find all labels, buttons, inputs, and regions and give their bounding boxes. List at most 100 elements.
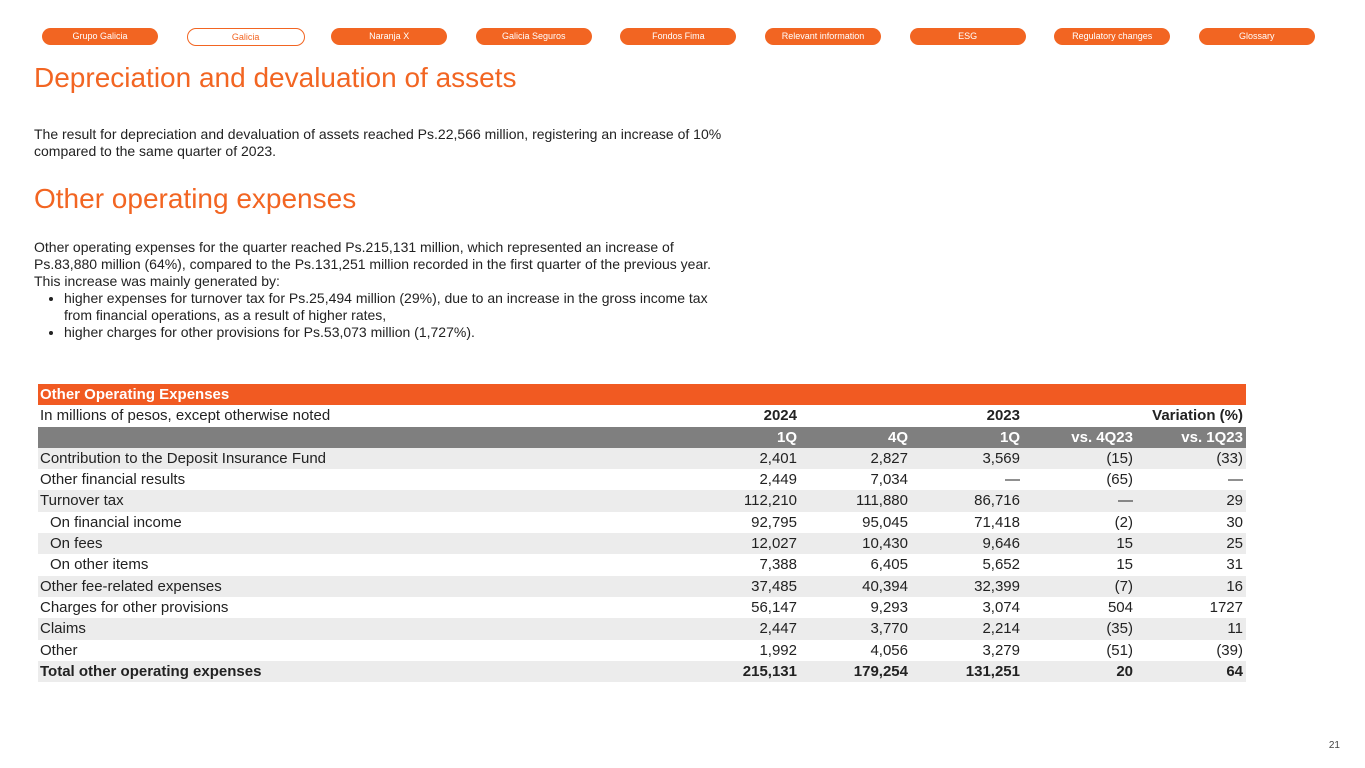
table-cell: 86,716	[974, 492, 1020, 510]
table-cell: 9,646	[982, 535, 1020, 553]
row-label: Other	[40, 641, 78, 659]
table-cell: 29	[1226, 492, 1243, 510]
table-cell: 3,074	[982, 598, 1020, 616]
nav-tab[interactable]: Relevant information	[765, 28, 881, 45]
year-header: 2024	[763, 407, 797, 425]
table-cell: 111,880	[856, 492, 908, 510]
table-subheader-row: In millions of pesos, except otherwise n…	[38, 405, 1246, 426]
table-row: Contribution to the Deposit Insurance Fu…	[38, 447, 1246, 470]
table-cell: (2)	[1114, 513, 1133, 531]
table-cell: —	[1228, 471, 1243, 489]
nav-tab[interactable]: Naranja X	[331, 28, 448, 45]
table-cell: 92,795	[751, 513, 797, 531]
table-cell: (7)	[1114, 577, 1133, 595]
table-cell: 6,405	[870, 556, 908, 574]
row-label: Other financial results	[40, 471, 186, 489]
variation-header: Variation (%)	[1152, 407, 1243, 425]
table-cell: 2,401	[759, 449, 797, 467]
column-header: vs. 1Q23	[1181, 428, 1243, 446]
table-row: Other 1,992 4,056 3,279 (51) (39)	[38, 640, 1246, 661]
table-cell: 20	[1116, 662, 1133, 680]
column-header: 1Q	[776, 428, 797, 446]
table-cell: 25	[1226, 535, 1243, 553]
table-row: On financial income 92,795 95,045 71,418 (2)…	[38, 512, 1246, 533]
table-row: Turnover tax 112,210 111,880 86,716 — 29	[38, 490, 1246, 512]
table-cell: 95,045	[862, 513, 908, 531]
table-cell: 131,251	[965, 662, 1020, 680]
table-cell: 2,447	[759, 620, 797, 638]
table-cell: 10,430	[862, 535, 908, 553]
table-cell: (33)	[1216, 449, 1243, 467]
table-row: On fees 12,027 10,430 9,646 15 25	[38, 533, 1246, 555]
column-header-row: 1Q 4Q 1Q vs. 4Q23 vs. 1Q23	[38, 426, 1246, 448]
table-cell: 215,131	[742, 662, 797, 680]
table-cell: 71,418	[974, 513, 1020, 531]
nav-tab[interactable]: Glossary	[1198, 28, 1315, 45]
nav-tab[interactable]: Galicia	[186, 28, 305, 46]
table-cell: 3,770	[870, 620, 908, 638]
bullet: higher expenses for turnover tax for Ps.…	[64, 290, 734, 324]
table-cell: (35)	[1106, 620, 1133, 638]
paragraph: The result for depreciation and devaluat…	[34, 126, 722, 159]
nav-tab[interactable]: Galicia Seguros	[475, 28, 592, 45]
table-cell: (65)	[1106, 471, 1133, 489]
table-row: Charges for other provisions 56,147 9,293 3…	[38, 597, 1246, 618]
table-row: Claims 2,447 3,770 2,214 (35) 11	[38, 618, 1246, 640]
table-cell: 7,034	[870, 471, 908, 489]
row-label: Turnover tax	[40, 492, 124, 510]
table-cell: 504	[1107, 598, 1133, 616]
table: Other Operating Expenses In millions of p…	[38, 384, 1246, 683]
table-cell: —	[1118, 492, 1133, 510]
table-cell: (15)	[1106, 449, 1133, 467]
table-cell: 16	[1226, 577, 1243, 595]
table-cell: 15	[1116, 556, 1133, 574]
table-cell: 40,394	[862, 577, 908, 595]
text-block: Other operating expenses for the quarter…	[34, 239, 734, 341]
row-label: Charges for other provisions	[40, 598, 229, 616]
column-header: vs. 4Q23	[1071, 428, 1133, 446]
table-cell: 4,056	[870, 641, 908, 659]
table-cell: 3,569	[982, 449, 1020, 467]
row-label: On other items	[50, 556, 149, 574]
row-label: On fees	[50, 535, 103, 553]
row-label: Contribution to the Deposit Insurance Fu…	[40, 449, 327, 467]
table-cell: 2,827	[870, 449, 908, 467]
total-row: Total other operating expenses 215,131 179…	[38, 660, 1246, 683]
page-number: 21	[1328, 740, 1340, 751]
table-cell: —	[1005, 471, 1020, 489]
column-header: 4Q	[887, 428, 908, 446]
table-cell: 2,449	[759, 471, 797, 489]
bullet-list: higher expenses for turnover tax for Ps.…	[34, 290, 734, 341]
subheader-label: In millions of pesos, except otherwise n…	[40, 407, 331, 425]
table-row: On other items 7,388 6,405 5,652 15 31	[38, 554, 1246, 575]
table-cell: 1,992	[759, 641, 797, 659]
table-cell: 5,652	[982, 556, 1020, 574]
table-cell: (39)	[1216, 641, 1243, 659]
table-cell: 15	[1116, 535, 1133, 553]
table-cell: 7,388	[759, 556, 797, 574]
paragraph: Other operating expenses for the quarter…	[34, 239, 712, 289]
table-row: Other fee-related expenses 37,485 40,394 32…	[38, 575, 1246, 597]
table-title: Other Operating Expenses	[40, 386, 230, 403]
year-header: 2023	[986, 407, 1020, 425]
row-label: Other fee-related expenses	[40, 577, 222, 595]
table-row: Other financial results 2,449 7,034 — (65) —	[38, 469, 1246, 490]
table-cell: 179,254	[853, 662, 908, 680]
column-header: 1Q	[999, 428, 1020, 446]
table-cell: (51)	[1106, 641, 1133, 659]
nav-tab[interactable]: Grupo Galicia	[42, 28, 158, 45]
nav-tab[interactable]: Fondos Fima	[620, 28, 737, 45]
table-cell: 12,027	[751, 535, 797, 553]
table-cell: 56,147	[751, 598, 797, 616]
table-cell: 31	[1226, 556, 1243, 574]
nav-tab[interactable]: ESG	[909, 28, 1026, 45]
row-label: Total other operating expenses	[40, 662, 262, 680]
nav-tab[interactable]: Regulatory changes	[1054, 28, 1171, 45]
row-label: Claims	[40, 620, 86, 638]
table-title-row: Other Operating Expenses	[38, 384, 1246, 406]
table-cell: 3,279	[982, 641, 1020, 659]
table-cell: 112,210	[743, 492, 797, 510]
table-cell: 37,485	[751, 577, 797, 595]
nav-bar: Grupo Galicia Galicia Naranja X Galicia Seg…	[0, 0, 1365, 50]
